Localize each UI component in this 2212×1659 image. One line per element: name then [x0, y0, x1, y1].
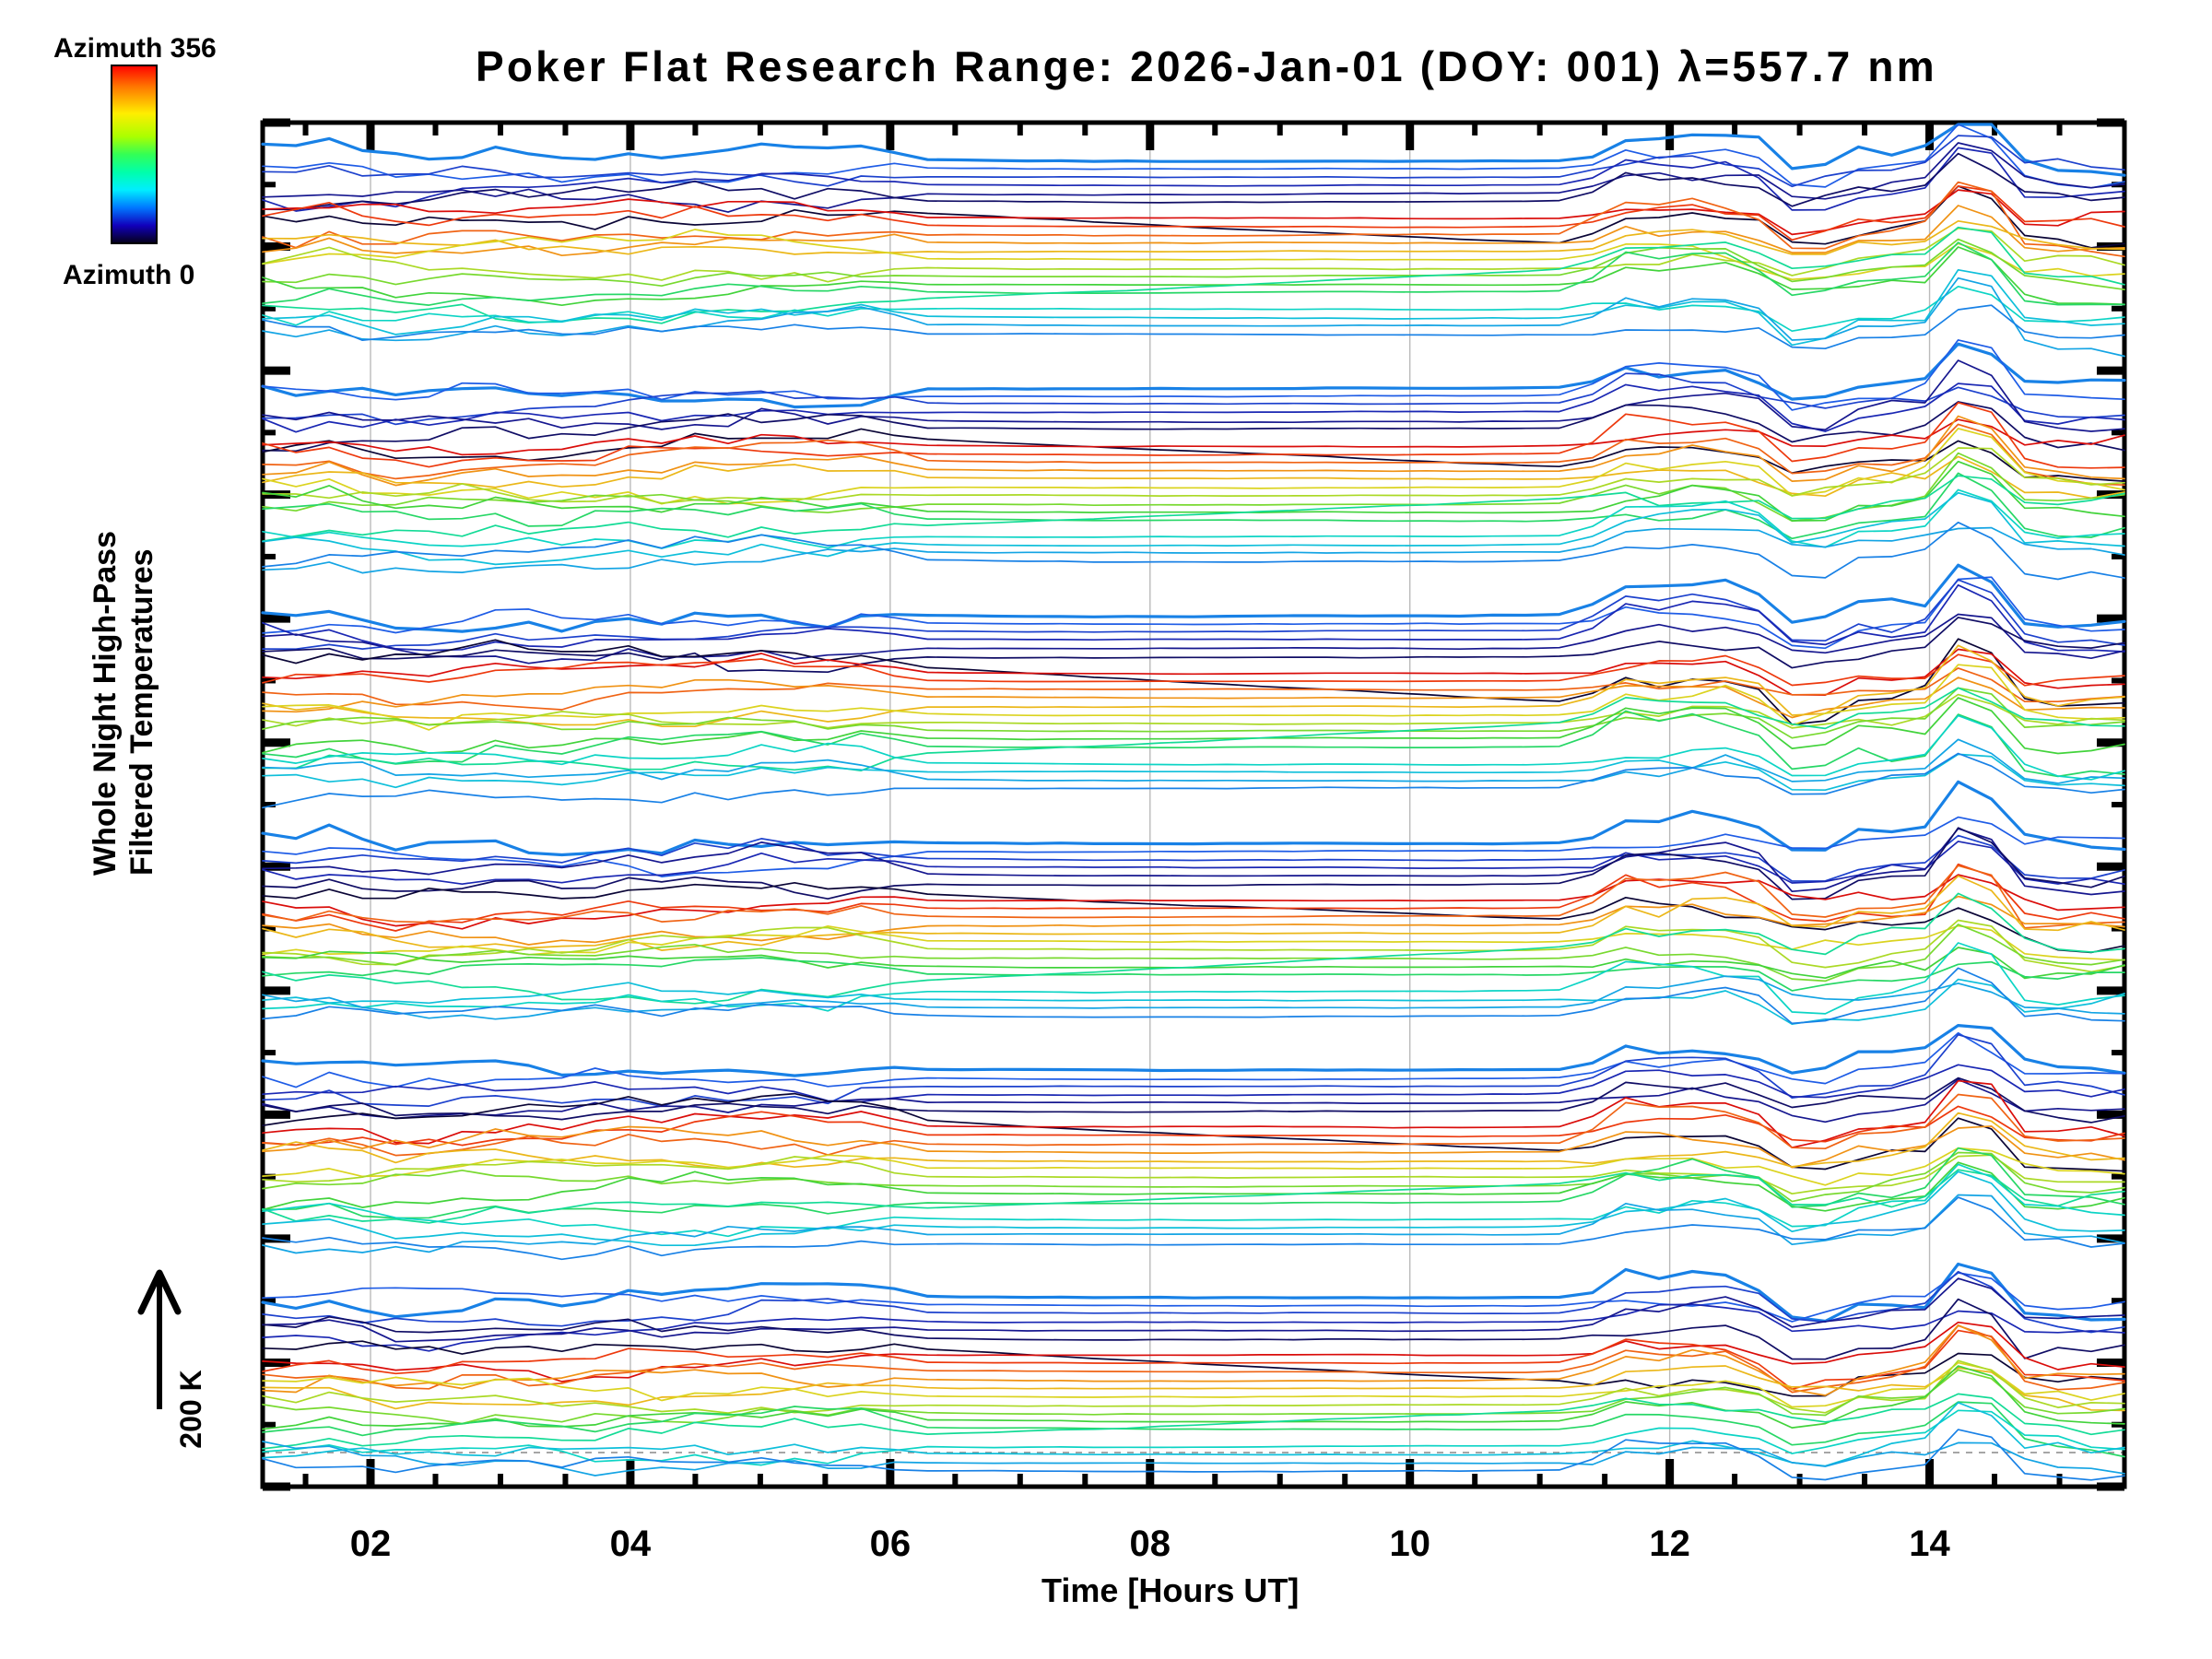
svg-text:02: 02: [350, 1524, 392, 1564]
svg-text:14: 14: [1909, 1524, 1950, 1564]
svg-text:04: 04: [610, 1524, 652, 1564]
svg-text:200 K: 200 K: [174, 1370, 207, 1448]
svg-text:12: 12: [1649, 1524, 1690, 1564]
svg-text:08: 08: [1130, 1524, 1171, 1564]
svg-text:10: 10: [1389, 1524, 1430, 1564]
svg-text:06: 06: [870, 1524, 912, 1564]
